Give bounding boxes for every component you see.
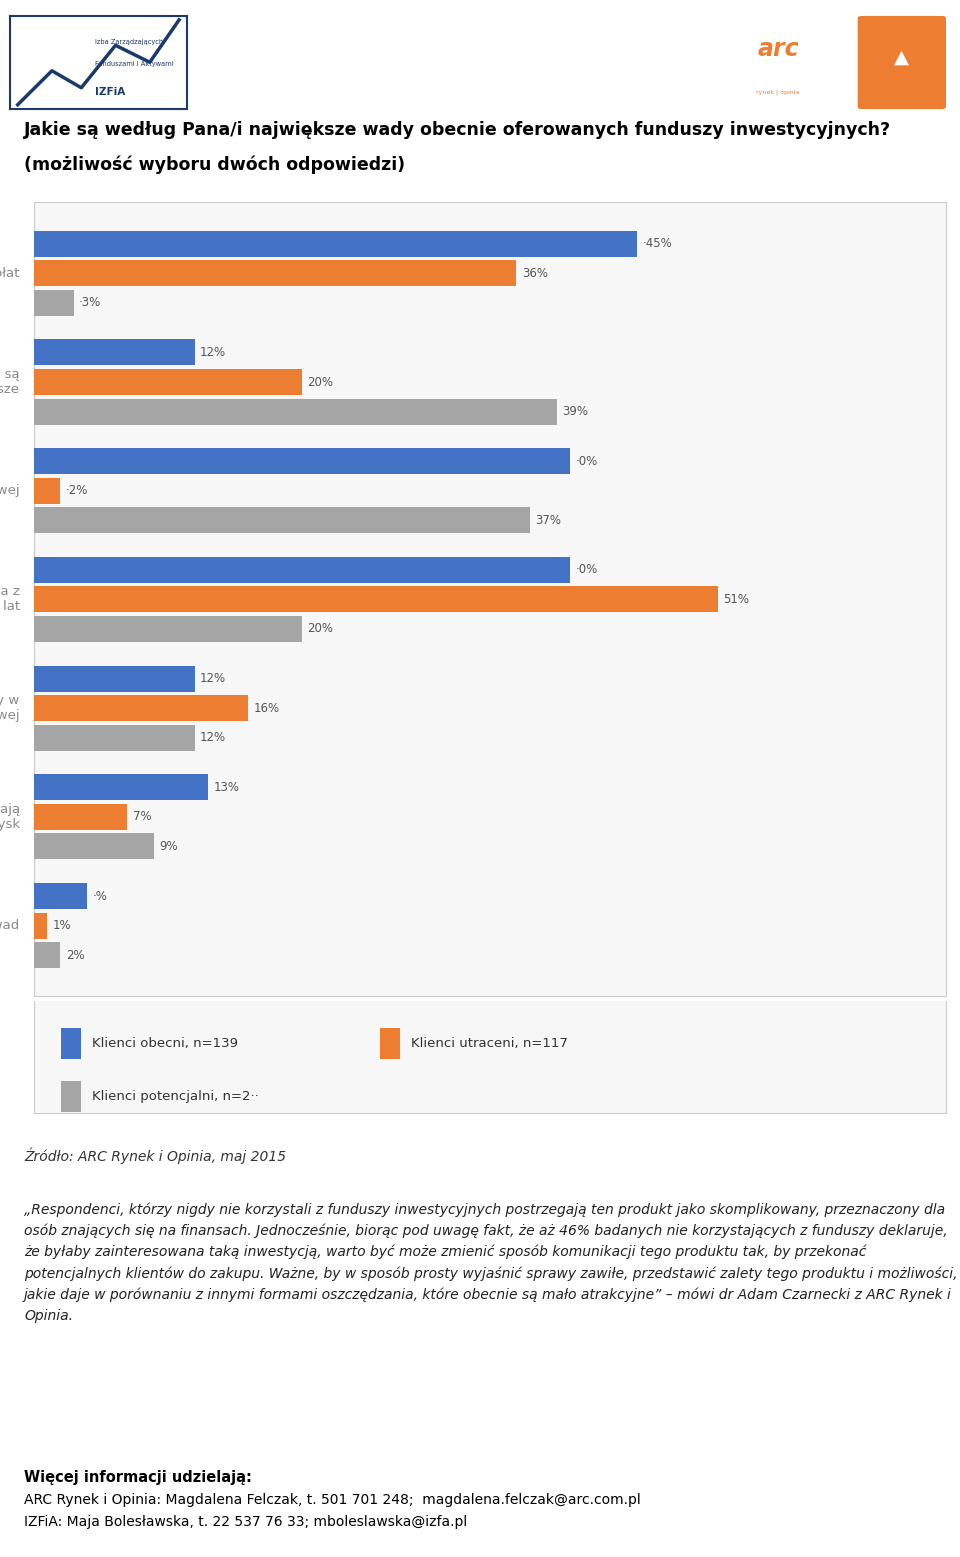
Text: ·0%: ·0% (575, 455, 598, 467)
Text: Więcej informacji udzielają:: Więcej informacji udzielają: (24, 1470, 252, 1485)
Text: ARC Rynek i Opinia: Magdalena Felczak, t. 501 701 248;  magdalena.felczak@arc.co: ARC Rynek i Opinia: Magdalena Felczak, t… (24, 1493, 640, 1507)
Text: ▲: ▲ (895, 48, 909, 67)
Bar (34, 508, 530, 532)
Text: Źródło: ARC Rynek i Opinia, maj 2015: Źródło: ARC Rynek i Opinia, maj 2015 (24, 1148, 286, 1165)
Bar (34, 369, 301, 395)
Bar (34, 883, 87, 909)
Bar (34, 230, 637, 257)
Bar (61, 1028, 81, 1059)
Text: ·0%: ·0% (575, 564, 598, 576)
Bar (34, 339, 195, 366)
Text: 12%: 12% (200, 732, 226, 744)
Text: Izba Zarządzających: Izba Zarządzających (95, 39, 163, 45)
Text: 1%: 1% (53, 919, 71, 933)
Text: 37%: 37% (535, 514, 562, 526)
Bar (34, 399, 557, 425)
FancyBboxPatch shape (857, 16, 946, 109)
Bar (34, 833, 155, 859)
Bar (34, 912, 47, 939)
Text: 12%: 12% (200, 673, 226, 685)
Text: 20%: 20% (307, 623, 333, 635)
Text: 7%: 7% (132, 810, 152, 824)
Bar (34, 448, 570, 475)
Text: rynek | opinia: rynek | opinia (756, 89, 800, 95)
Text: 16%: 16% (253, 702, 279, 715)
Text: 51%: 51% (723, 593, 749, 606)
Text: 20%: 20% (307, 375, 333, 389)
Bar (34, 666, 195, 691)
Text: 39%: 39% (562, 405, 588, 419)
Text: Funduszami i Aktywami: Funduszami i Aktywami (95, 61, 174, 67)
Text: ·3%: ·3% (79, 296, 102, 310)
Text: 9%: 9% (159, 839, 179, 853)
Text: ·45%: ·45% (642, 237, 672, 251)
Bar (34, 803, 128, 830)
Bar (34, 694, 249, 721)
Text: (możliwość wyboru dwóch odpowiedzi): (możliwość wyboru dwóch odpowiedzi) (24, 156, 405, 174)
Bar (34, 617, 301, 641)
Text: IZFiA: IZFiA (95, 87, 125, 97)
Text: ·%: ·% (92, 889, 108, 903)
Bar (34, 587, 718, 612)
Text: 36%: 36% (522, 266, 548, 280)
Bar (34, 942, 60, 968)
Bar (34, 260, 516, 286)
Bar (61, 1081, 81, 1112)
Bar (34, 478, 60, 504)
Text: Klienci potencjalni, n=2··: Klienci potencjalni, n=2·· (92, 1090, 258, 1102)
Text: Klienci obecni, n=139: Klienci obecni, n=139 (92, 1037, 238, 1051)
Bar (380, 1028, 400, 1059)
Text: 12%: 12% (200, 346, 226, 360)
Bar (34, 774, 208, 800)
Text: IZFiA: Maja Bolesławska, t. 22 537 76 33; mboleslawska@izfa.pl: IZFiA: Maja Bolesławska, t. 22 537 76 33… (24, 1515, 468, 1529)
Bar (34, 290, 74, 316)
Text: 13%: 13% (213, 780, 239, 794)
Text: „Respondenci, którzy nigdy nie korzystali z funduszy inwestycyjnych postrzegają : „Respondenci, którzy nigdy nie korzystal… (24, 1202, 957, 1323)
Text: 2%: 2% (66, 948, 84, 962)
Bar (34, 724, 195, 750)
Text: Klienci utraceni, n=117: Klienci utraceni, n=117 (411, 1037, 568, 1051)
Bar (34, 557, 570, 582)
Text: ·2%: ·2% (66, 484, 88, 497)
Text: arc: arc (757, 37, 799, 61)
Text: Jakie są według Pana/i największe wady obecnie oferowanych funduszy inwestycyjny: Jakie są według Pana/i największe wady o… (24, 121, 891, 140)
